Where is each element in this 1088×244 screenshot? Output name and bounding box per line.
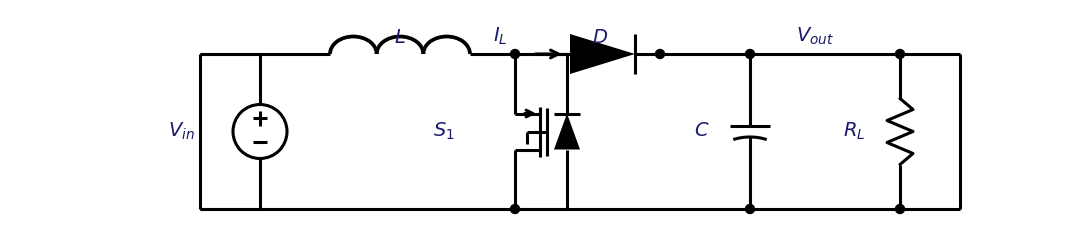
Text: $S_1$: $S_1$: [433, 121, 455, 142]
Text: $C$: $C$: [694, 122, 710, 141]
Text: $R_L$: $R_L$: [843, 121, 865, 142]
Circle shape: [895, 204, 904, 214]
Circle shape: [745, 204, 754, 214]
Polygon shape: [570, 34, 635, 74]
Circle shape: [655, 50, 665, 59]
Text: $L$: $L$: [394, 29, 406, 47]
Circle shape: [510, 50, 519, 59]
Circle shape: [895, 50, 904, 59]
Circle shape: [510, 204, 519, 214]
Polygon shape: [554, 113, 580, 150]
Text: $I_L$: $I_L$: [493, 26, 507, 47]
Text: $V_{in}$: $V_{in}$: [169, 121, 195, 142]
Text: $V_{out}$: $V_{out}$: [796, 26, 834, 47]
Text: $D$: $D$: [592, 29, 608, 47]
Circle shape: [745, 50, 754, 59]
